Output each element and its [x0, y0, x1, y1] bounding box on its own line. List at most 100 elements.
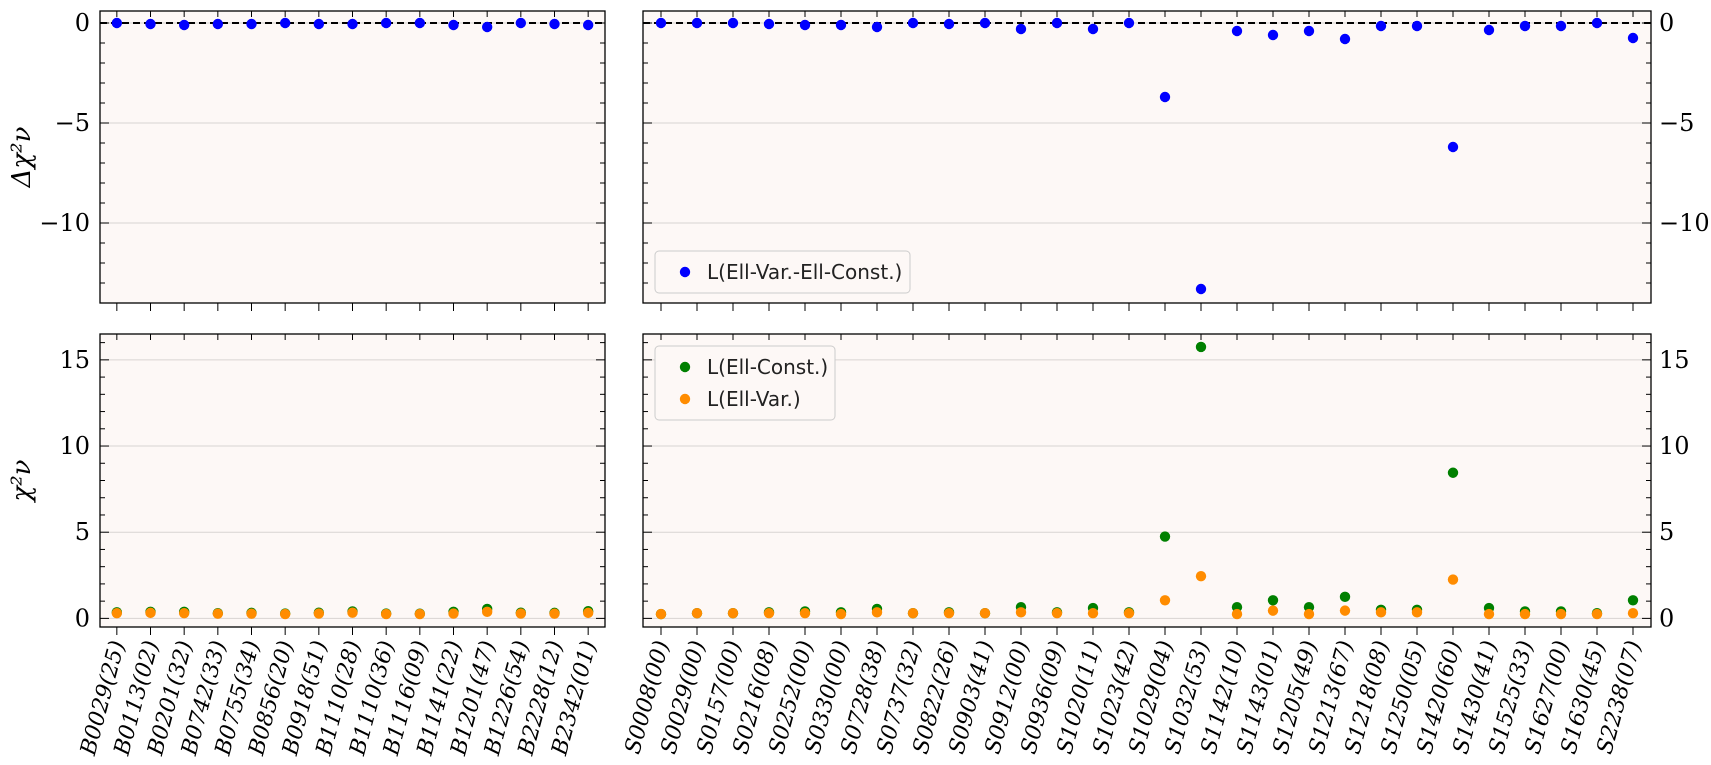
- data-point: [1627, 608, 1639, 619]
- data-point: [212, 18, 224, 30]
- data-point: [481, 21, 493, 33]
- panel-bottom-left: 051015B0029(25)B0113(02)B0201(32)B0742(3…: [7, 333, 606, 759]
- legend-marker: [679, 266, 691, 278]
- y-tick-label: 0: [75, 604, 90, 632]
- data-point: [1087, 23, 1099, 35]
- y-tick-label: −5: [55, 109, 90, 137]
- data-point: [871, 21, 883, 33]
- legend: L(Ell-Var.-Ell-Const.): [654, 250, 911, 294]
- data-point: [1195, 570, 1207, 582]
- data-point: [907, 17, 919, 29]
- data-point: [246, 18, 257, 30]
- data-point: [380, 608, 392, 620]
- data-point: [691, 17, 703, 29]
- data-point: [414, 608, 426, 620]
- data-point: [1159, 531, 1171, 542]
- y-tick-label: 0: [1659, 604, 1674, 632]
- data-point: [1051, 608, 1063, 619]
- data-point: [1015, 23, 1027, 35]
- data-point: [835, 608, 847, 620]
- data-point: [279, 608, 291, 620]
- data-point: [481, 606, 493, 618]
- data-point: [1519, 20, 1531, 32]
- data-point: [1231, 25, 1243, 37]
- data-point: [1591, 17, 1603, 29]
- data-point: [178, 608, 190, 619]
- data-point: [212, 608, 224, 619]
- panel-bottom-right: 051015S0008(00)S0029(00)S0157(00)S0216(0…: [621, 333, 1690, 757]
- legend-entry: L(Ell-Const.): [707, 355, 828, 379]
- data-point: [1339, 33, 1351, 45]
- data-point: [1195, 341, 1207, 353]
- plot-background: [100, 334, 605, 627]
- y-tick-label: 5: [75, 518, 90, 546]
- data-point: [549, 608, 560, 619]
- data-point: [763, 18, 775, 30]
- data-point: [582, 19, 594, 31]
- data-point: [111, 608, 123, 619]
- data-point: [1447, 467, 1459, 478]
- data-point: [347, 18, 358, 30]
- data-point: [1483, 24, 1495, 36]
- data-point: [979, 608, 991, 619]
- data-point: [1375, 20, 1387, 32]
- data-point: [111, 17, 123, 29]
- data-point: [1087, 608, 1099, 619]
- data-point: [1447, 141, 1459, 153]
- data-point: [1123, 608, 1135, 619]
- data-point: [1123, 17, 1135, 29]
- plot-background: [100, 11, 605, 303]
- data-point: [835, 19, 847, 31]
- data-point: [943, 18, 955, 30]
- data-point: [1051, 17, 1063, 29]
- data-point: [549, 18, 560, 30]
- y-tick-label: −10: [39, 209, 90, 237]
- legend-box: [654, 250, 911, 294]
- data-point: [582, 607, 594, 619]
- data-point: [313, 18, 325, 30]
- data-point: [448, 19, 459, 31]
- y-tick-label: −10: [1659, 209, 1710, 237]
- data-point: [1375, 607, 1387, 618]
- legend-entry: L(Ell-Var.): [707, 387, 801, 411]
- data-point: [1627, 595, 1639, 606]
- data-point: [655, 608, 667, 620]
- data-point: [1303, 25, 1315, 37]
- data-point: [1267, 605, 1279, 616]
- data-point: [1555, 20, 1567, 32]
- data-point: [1303, 608, 1315, 620]
- data-point: [380, 17, 392, 29]
- y-tick-label: −5: [1659, 109, 1694, 137]
- data-point: [943, 608, 955, 619]
- data-point: [414, 17, 426, 29]
- y-tick-label: 15: [59, 346, 90, 374]
- data-point: [979, 17, 991, 29]
- data-point: [799, 608, 811, 619]
- y-tick-label: 10: [1659, 432, 1690, 460]
- y-axis-title: χ²ν: [7, 459, 37, 503]
- data-point: [727, 17, 739, 29]
- data-point: [655, 17, 667, 29]
- data-point: [1483, 608, 1495, 620]
- y-axis-title: Δχ²ν: [7, 126, 37, 188]
- data-point: [907, 608, 919, 619]
- data-point: [691, 608, 703, 619]
- plot-frame: [99, 333, 606, 628]
- data-point: [279, 17, 291, 29]
- data-point: [763, 608, 775, 619]
- data-point: [246, 608, 257, 619]
- data-point: [347, 607, 358, 618]
- data-point: [727, 608, 739, 619]
- data-point: [515, 608, 527, 619]
- plot-frame: [642, 333, 1652, 628]
- data-point: [1267, 595, 1279, 606]
- y-tick-label: 0: [1659, 9, 1674, 37]
- data-point: [145, 607, 156, 619]
- data-point: [1339, 591, 1351, 603]
- data-point: [1411, 20, 1423, 32]
- data-point: [1231, 608, 1243, 620]
- plot-frame: [99, 10, 606, 304]
- legend-entry: L(Ell-Var.-Ell-Const.): [707, 260, 902, 284]
